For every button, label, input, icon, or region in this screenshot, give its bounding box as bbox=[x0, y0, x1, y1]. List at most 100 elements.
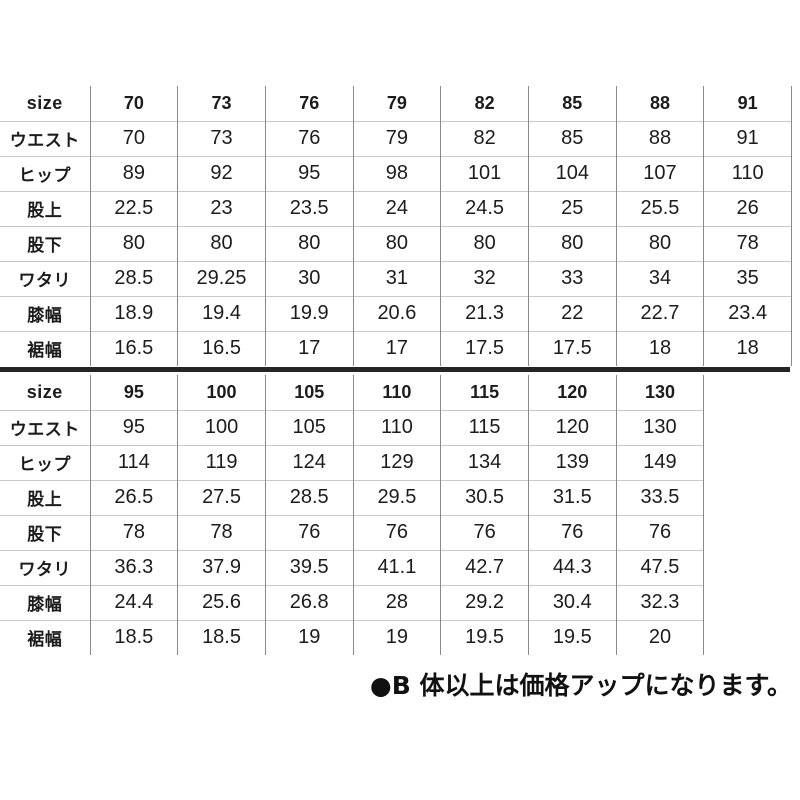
size-table-small: size 70 73 76 79 82 85 88 91 ウエスト 70 73 76 79 82 85 88 91… bbox=[0, 86, 792, 366]
measurement-label: 股下 bbox=[0, 225, 91, 261]
measurement-value: 21.3 bbox=[440, 295, 529, 331]
measurement-value: 124 bbox=[265, 444, 354, 480]
measurement-value: 89 bbox=[90, 155, 179, 191]
measurement-value: 16.5 bbox=[90, 330, 179, 366]
measurement-value: 19.9 bbox=[265, 295, 354, 331]
measurement-label: 裾幅 bbox=[0, 330, 91, 366]
measurement-value: 31.5 bbox=[528, 479, 617, 515]
measurement-row: 股上 22.5 23 23.5 24 24.5 25 25.5 26 bbox=[0, 190, 792, 226]
measurement-value: 70 bbox=[90, 120, 179, 156]
header-label-size: size bbox=[0, 86, 91, 121]
measurement-value: 27.5 bbox=[177, 479, 266, 515]
measurement-value: 16.5 bbox=[177, 330, 266, 366]
measurement-label: 膝幅 bbox=[0, 584, 91, 620]
measurement-value: 80 bbox=[528, 225, 617, 261]
measurement-value: 23.5 bbox=[265, 190, 354, 226]
measurement-value: 29.25 bbox=[177, 260, 266, 296]
measurement-value: 76 bbox=[440, 514, 529, 550]
measurement-value: 115 bbox=[440, 409, 529, 445]
measurement-value: 88 bbox=[616, 120, 705, 156]
measurement-value: 18.9 bbox=[90, 295, 179, 331]
price-up-note: ●B 体以上は価格アップになります。 bbox=[369, 671, 792, 700]
measurement-value: 76 bbox=[265, 514, 354, 550]
measurement-value: 73 bbox=[177, 120, 266, 156]
measurement-value: 114 bbox=[90, 444, 179, 480]
measurement-value: 25.6 bbox=[177, 584, 266, 620]
measurement-value: 85 bbox=[528, 120, 617, 156]
measurement-value: 119 bbox=[177, 444, 266, 480]
measurement-label: ワタリ bbox=[0, 549, 91, 585]
measurement-value: 17 bbox=[265, 330, 354, 366]
size-column-header: 79 bbox=[353, 86, 442, 121]
measurement-value: 95 bbox=[265, 155, 354, 191]
measurement-value: 33.5 bbox=[616, 479, 705, 515]
measurement-value: 29.5 bbox=[353, 479, 442, 515]
size-column-header: 88 bbox=[616, 86, 705, 121]
table-b-body: size 95 100 105 110 115 120 130 ウエスト 95 100 105 110 1… bbox=[0, 375, 705, 655]
measurement-value: 76 bbox=[528, 514, 617, 550]
measurement-label: ワタリ bbox=[0, 260, 91, 296]
measurement-value: 80 bbox=[616, 225, 705, 261]
measurement-value: 28 bbox=[353, 584, 442, 620]
measurement-value: 76 bbox=[616, 514, 705, 550]
measurement-value: 80 bbox=[440, 225, 529, 261]
measurement-value: 22.5 bbox=[90, 190, 179, 226]
measurement-value: 105 bbox=[265, 409, 354, 445]
measurement-value: 134 bbox=[440, 444, 529, 480]
measurement-value: 23 bbox=[177, 190, 266, 226]
measurement-label: 股上 bbox=[0, 479, 91, 515]
size-column-header: 82 bbox=[440, 86, 529, 121]
measurement-value: 18 bbox=[616, 330, 705, 366]
measurement-value: 33 bbox=[528, 260, 617, 296]
size-column-header: 105 bbox=[265, 375, 354, 410]
measurement-value: 24.5 bbox=[440, 190, 529, 226]
measurement-label: 膝幅 bbox=[0, 295, 91, 331]
size-column-header: 95 bbox=[90, 375, 179, 410]
size-column-header: 91 bbox=[703, 86, 792, 121]
measurement-value: 78 bbox=[177, 514, 266, 550]
measurement-value: 42.7 bbox=[440, 549, 529, 585]
measurement-value: 110 bbox=[353, 409, 442, 445]
measurement-value: 32 bbox=[440, 260, 529, 296]
measurement-value: 24 bbox=[353, 190, 442, 226]
measurement-value: 18.5 bbox=[90, 619, 179, 655]
header-label-size: size bbox=[0, 375, 91, 410]
measurement-value: 26.5 bbox=[90, 479, 179, 515]
section-divider-rule bbox=[0, 367, 790, 372]
measurement-value: 20.6 bbox=[353, 295, 442, 331]
measurement-value: 100 bbox=[177, 409, 266, 445]
measurement-label: 股上 bbox=[0, 190, 91, 226]
measurement-value: 80 bbox=[265, 225, 354, 261]
measurement-value: 129 bbox=[353, 444, 442, 480]
measurement-value: 18.5 bbox=[177, 619, 266, 655]
measurement-value: 80 bbox=[353, 225, 442, 261]
measurement-value: 120 bbox=[528, 409, 617, 445]
measurement-value: 17 bbox=[353, 330, 442, 366]
measurement-value: 47.5 bbox=[616, 549, 705, 585]
measurement-value: 30 bbox=[265, 260, 354, 296]
measurement-value: 19 bbox=[265, 619, 354, 655]
measurement-label: ウエスト bbox=[0, 120, 91, 156]
measurement-value: 19 bbox=[353, 619, 442, 655]
measurement-value: 25 bbox=[528, 190, 617, 226]
size-column-header: 85 bbox=[528, 86, 617, 121]
size-column-header: 76 bbox=[265, 86, 354, 121]
measurement-value: 31 bbox=[353, 260, 442, 296]
measurement-value: 101 bbox=[440, 155, 529, 191]
table-header-row: size 95 100 105 110 115 120 130 bbox=[0, 375, 705, 410]
measurement-value: 41.1 bbox=[353, 549, 442, 585]
measurement-value: 20 bbox=[616, 619, 705, 655]
table-a-body: size 70 73 76 79 82 85 88 91 ウエスト 70 73 76 79 82 85 88 91… bbox=[0, 86, 792, 366]
measurement-value: 107 bbox=[616, 155, 705, 191]
measurement-value: 19.5 bbox=[440, 619, 529, 655]
measurement-value: 26 bbox=[703, 190, 792, 226]
measurement-value: 29.2 bbox=[440, 584, 529, 620]
measurement-row: 股下 80 80 80 80 80 80 80 78 bbox=[0, 225, 792, 261]
table-header-row: size 70 73 76 79 82 85 88 91 bbox=[0, 86, 792, 121]
measurement-row: ワタリ 36.3 37.9 39.5 41.1 42.7 44.3 47.5 bbox=[0, 549, 705, 585]
measurement-value: 91 bbox=[703, 120, 792, 156]
measurement-value: 78 bbox=[90, 514, 179, 550]
measurement-label: ヒップ bbox=[0, 444, 91, 480]
measurement-value: 36.3 bbox=[90, 549, 179, 585]
measurement-value: 80 bbox=[90, 225, 179, 261]
